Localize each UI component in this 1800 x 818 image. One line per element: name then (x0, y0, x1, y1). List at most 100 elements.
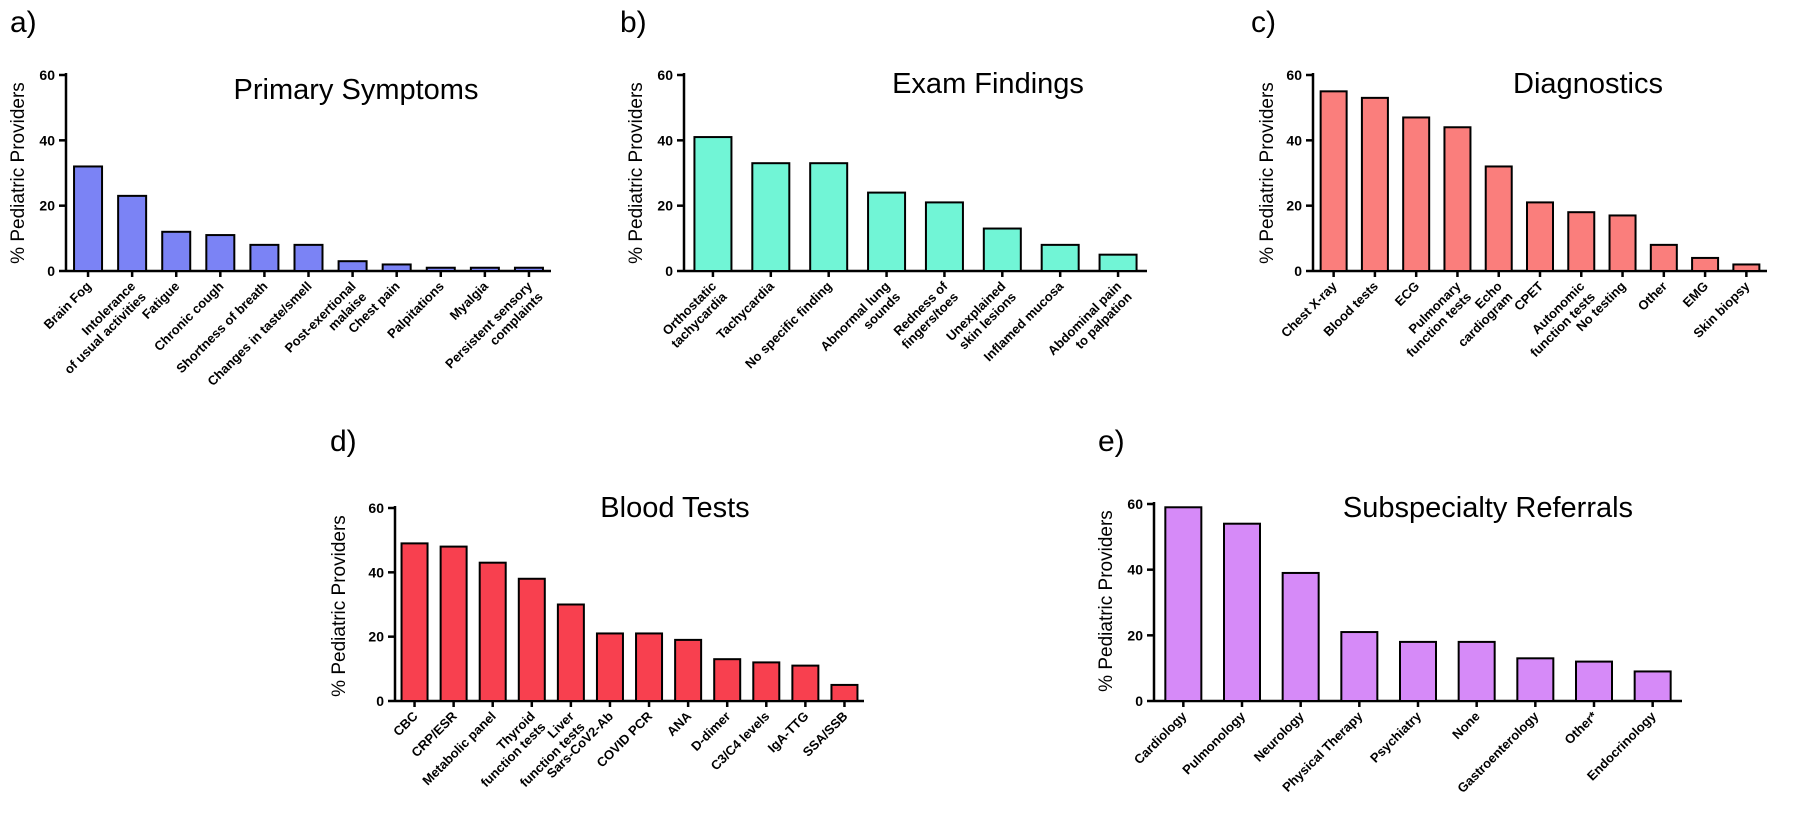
bar (478, 561, 507, 703)
bar (469, 266, 500, 273)
x-tick-label: Orthostatictachycardia (657, 278, 730, 351)
bar (693, 136, 733, 272)
bar (1340, 631, 1379, 702)
bar (924, 201, 964, 272)
bar (249, 243, 280, 273)
bar (293, 243, 324, 273)
bar (513, 266, 544, 273)
x-tick-label: CPET (1511, 278, 1546, 313)
x-tick-label: ANA (664, 708, 695, 739)
x-tick-label: Myalgia (447, 278, 492, 323)
y-tick-label: 60 (1286, 67, 1302, 83)
bar (1567, 211, 1596, 272)
panel-label: d) (330, 425, 357, 458)
y-tick-label: 0 (1294, 263, 1302, 279)
chart-title: Primary Symptoms (234, 74, 479, 106)
x-tick-label: Neurology (1251, 708, 1308, 765)
y-axis-label: % Pediatric Providers (8, 82, 29, 264)
chart-5: e) Subspecialty Referrals % Pediatric Prov… (1096, 425, 1682, 796)
y-tick-label: 20 (368, 629, 384, 645)
bar (1484, 165, 1513, 272)
bar (425, 266, 456, 273)
x-tick-label: Other* (1561, 708, 1600, 747)
bar (830, 683, 859, 703)
chart-2: b) Exam Findings % Pediatric Providers 0 20 4… (620, 6, 1147, 371)
chart-title: Diagnostics (1513, 68, 1663, 100)
y-axis-label: % Pediatric Providers (329, 515, 350, 697)
y-tick-label: 20 (1127, 627, 1143, 643)
bar (1164, 506, 1203, 702)
chart-4: d) Blood Tests % Pediatric Providers 0 20 40 6… (329, 425, 864, 790)
bar (1281, 571, 1320, 703)
bar (1399, 640, 1437, 703)
bar (161, 230, 192, 273)
y-tick-label: 60 (368, 500, 384, 516)
bar (752, 661, 781, 703)
bar (205, 234, 236, 272)
bar (982, 227, 1022, 273)
x-tick-label: CBC (390, 708, 421, 739)
bar (517, 577, 546, 702)
chart-1: a) Primary Symptoms % Pediatric Providers 0… (8, 6, 551, 389)
bar (381, 263, 412, 273)
bar (867, 191, 907, 273)
y-axis-label: % Pediatric Providers (1096, 510, 1117, 692)
bar (1732, 263, 1761, 273)
y-tick-label: 0 (47, 263, 55, 279)
bar (751, 162, 791, 272)
y-tick-label: 40 (368, 564, 384, 580)
bar (1691, 256, 1720, 272)
bar (595, 632, 624, 703)
bar (1633, 670, 1672, 703)
bar (1360, 96, 1389, 272)
bar (556, 603, 585, 702)
x-tick-label: Psychiatry (1367, 708, 1425, 766)
panel-label: c) (1251, 6, 1276, 39)
bar (791, 664, 820, 702)
bar (73, 165, 104, 272)
x-tick-label: Tachycardia (713, 278, 777, 342)
y-tick-label: 60 (1127, 496, 1143, 512)
bar (117, 194, 148, 272)
y-tick-label: 40 (39, 132, 55, 148)
x-tick-label: ECG (1392, 279, 1423, 310)
y-tick-label: 20 (39, 198, 55, 214)
x-tick-label: None (1449, 709, 1483, 743)
x-tick-label: Persistent sensorycomplaints (442, 278, 546, 382)
y-tick-label: 40 (657, 132, 673, 148)
bar (1040, 243, 1080, 273)
panel-label: e) (1098, 425, 1125, 458)
bar (1649, 243, 1678, 273)
x-tick-label: Intoleranceof usual activities (51, 279, 149, 377)
x-tick-label: EMG (1680, 279, 1712, 311)
y-tick-label: 0 (376, 693, 384, 709)
bar (674, 638, 703, 703)
y-tick-label: 60 (39, 67, 55, 83)
bar (1098, 253, 1138, 273)
y-tick-label: 40 (1286, 132, 1302, 148)
panel-label: a) (10, 6, 37, 39)
x-tick-label: Other (1635, 279, 1670, 314)
bar (1319, 90, 1348, 273)
y-tick-label: 0 (665, 263, 673, 279)
bar (713, 658, 742, 703)
bar (1516, 657, 1555, 702)
x-tick-label: Cardiology (1131, 708, 1190, 767)
bar (1223, 522, 1261, 703)
bar (1608, 214, 1637, 272)
panel-label: b) (620, 6, 647, 39)
bar (400, 542, 429, 703)
chart-3: c) Diagnostics % Pediatric Providers 0 20 40 6… (1251, 6, 1767, 360)
y-tick-label: 60 (657, 67, 673, 83)
bar (1402, 116, 1431, 273)
bar (439, 545, 468, 702)
y-tick-label: 0 (1135, 693, 1143, 709)
bar (635, 632, 664, 703)
y-axis-label: % Pediatric Providers (626, 82, 647, 264)
chart-title: Subspecialty Referrals (1343, 492, 1633, 524)
chart-title: Exam Findings (892, 68, 1084, 100)
y-axis-label: % Pediatric Providers (1257, 82, 1278, 264)
bar (337, 260, 368, 273)
bar (1443, 126, 1472, 273)
